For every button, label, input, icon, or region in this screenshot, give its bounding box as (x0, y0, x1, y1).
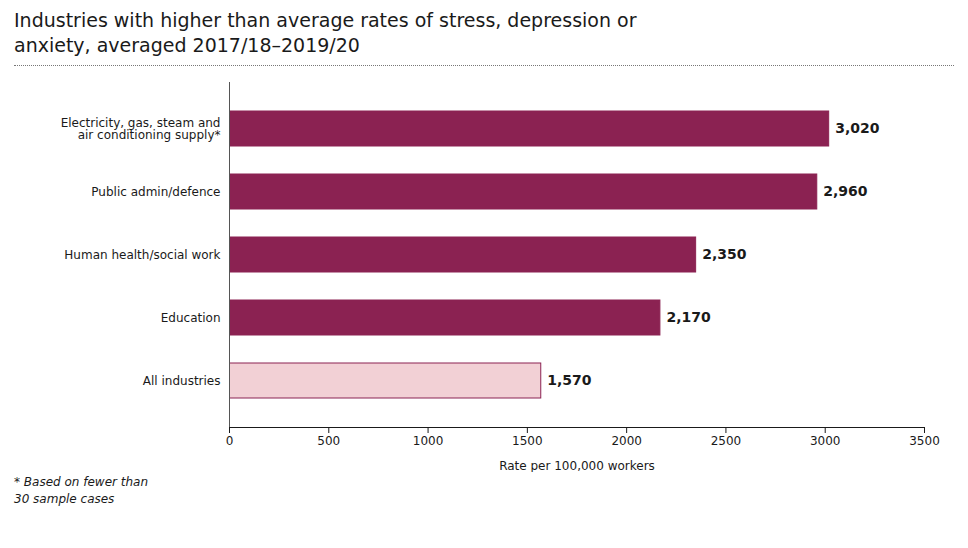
svg-text:Rate per 100,000 workers: Rate per 100,000 workers (499, 459, 655, 473)
svg-text:2,960: 2,960 (823, 184, 868, 200)
svg-text:All industries: All industries (143, 374, 221, 388)
svg-text:1500: 1500 (512, 434, 543, 448)
svg-text:Education: Education (161, 311, 221, 325)
svg-text:1000: 1000 (413, 434, 444, 448)
svg-text:3000: 3000 (810, 434, 841, 448)
svg-text:2500: 2500 (711, 434, 742, 448)
svg-text:3500: 3500 (909, 434, 940, 448)
svg-text:2,350: 2,350 (702, 247, 747, 263)
html-text:Industries with higher than av: Industries with higher than average rate… (14, 9, 637, 56)
svg-text:1,570: 1,570 (547, 373, 592, 389)
svg-text:2,170: 2,170 (666, 310, 711, 326)
svg-text:3,020: 3,020 (835, 121, 880, 137)
html-text:* Based on fewer than 30 sampl: * Based on fewer than 30 sample cases (14, 475, 149, 506)
svg-text:500: 500 (317, 434, 340, 448)
svg-text:0: 0 (226, 434, 234, 448)
svg-text:2000: 2000 (611, 434, 642, 448)
svg-text:Public admin/defence: Public admin/defence (91, 185, 220, 199)
svg-text:Human health/social work: Human health/social work (64, 248, 220, 262)
svg-text:Electricity, gas, steam andair: Electricity, gas, steam andair condition… (61, 116, 221, 142)
